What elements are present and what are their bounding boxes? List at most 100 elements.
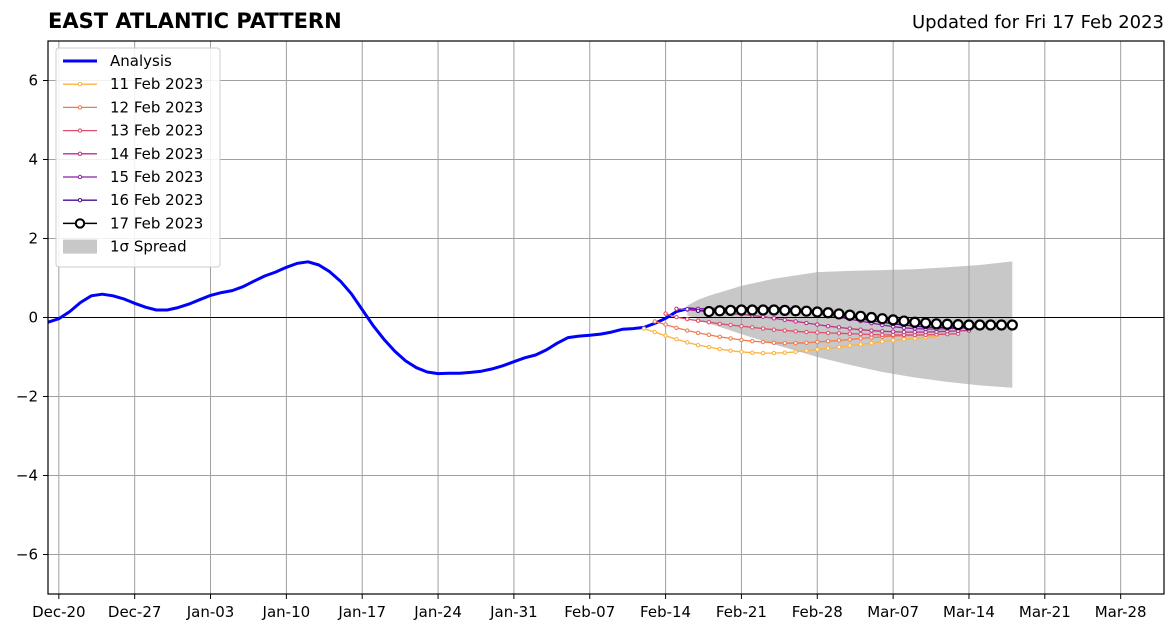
forecast-point bbox=[847, 343, 852, 348]
forecast-point bbox=[652, 329, 657, 335]
x-tick-label: Jan-24 bbox=[413, 603, 462, 621]
legend-label: 12 Feb 2023 bbox=[110, 98, 203, 116]
forecast-line bbox=[676, 308, 970, 333]
forecast-point bbox=[793, 349, 798, 355]
forecast-point bbox=[714, 305, 726, 317]
x-tick-label: Mar-28 bbox=[1095, 603, 1147, 621]
forecast-point bbox=[890, 338, 896, 343]
legend-label: 13 Feb 2023 bbox=[110, 122, 203, 140]
forecast-point bbox=[750, 325, 755, 330]
legend-item: 16 Feb 2023 bbox=[63, 191, 203, 209]
forecast-point bbox=[858, 327, 863, 332]
x-tick-label: Jan-03 bbox=[186, 603, 235, 621]
forecast-point bbox=[739, 337, 744, 343]
x-tick-label: Dec-20 bbox=[32, 603, 86, 621]
forecast-point bbox=[728, 322, 733, 328]
y-tick-label: −4 bbox=[16, 467, 38, 485]
forecast-series bbox=[641, 326, 939, 356]
forecast-point bbox=[782, 340, 787, 346]
x-tick-label: Mar-21 bbox=[1019, 603, 1071, 621]
forecast-point bbox=[974, 319, 986, 331]
x-tick-label: Feb-21 bbox=[716, 603, 767, 621]
legend-marker bbox=[77, 82, 83, 87]
forecast-point bbox=[663, 311, 668, 316]
forecast-point bbox=[995, 319, 1008, 331]
forecast-point bbox=[728, 348, 733, 353]
forecast-point bbox=[782, 317, 787, 323]
forecast-point bbox=[815, 347, 820, 352]
forecast-point bbox=[746, 304, 758, 316]
forecast-point bbox=[909, 316, 921, 328]
legend: Analysis 11 Feb 2023 12 Feb 2023 13 Feb 202… bbox=[55, 47, 221, 268]
forecast-point bbox=[901, 329, 907, 335]
forecast-point bbox=[674, 306, 679, 312]
forecast-point bbox=[865, 311, 878, 324]
forecast-point bbox=[695, 330, 701, 336]
forecast-point bbox=[685, 328, 690, 333]
legend-marker bbox=[77, 151, 83, 157]
y-tick-label: 6 bbox=[28, 72, 38, 90]
forecast-point bbox=[685, 307, 690, 312]
x-tick-label: Mar-14 bbox=[943, 603, 995, 621]
forecast-point bbox=[652, 319, 657, 324]
forecast-point bbox=[782, 328, 787, 333]
forecast-point bbox=[825, 330, 831, 336]
chart-title: EAST ATLANTIC PATTERN bbox=[48, 9, 342, 33]
x-tick-label: Jan-31 bbox=[489, 603, 538, 621]
legend-swatch bbox=[63, 239, 97, 254]
legend-label: 15 Feb 2023 bbox=[110, 168, 203, 186]
forecast-point bbox=[825, 323, 831, 329]
forecast-point bbox=[757, 304, 769, 316]
x-tick-label: Jan-10 bbox=[262, 603, 311, 621]
analysis-line bbox=[48, 260, 699, 376]
updated-date: Updated for Fri 17 Feb 2023 bbox=[912, 12, 1164, 33]
forecast-point bbox=[793, 319, 798, 324]
forecast-point bbox=[663, 322, 668, 327]
spread-band bbox=[687, 261, 1013, 388]
forecast-point bbox=[735, 304, 748, 316]
forecast-point bbox=[858, 331, 863, 337]
forecast-point bbox=[985, 319, 997, 331]
y-tick-label: −2 bbox=[16, 388, 38, 406]
forecast-point bbox=[858, 342, 863, 347]
forecast-point bbox=[703, 305, 715, 318]
forecast-point bbox=[833, 308, 845, 320]
forecast-point bbox=[674, 325, 679, 330]
legend-label: 14 Feb 2023 bbox=[110, 145, 203, 163]
y-tick-label: 4 bbox=[28, 151, 38, 169]
forecast-point bbox=[717, 346, 722, 352]
forecast-point bbox=[847, 326, 852, 331]
forecast-point bbox=[898, 315, 910, 327]
forecast-point bbox=[750, 339, 755, 344]
forecast-point bbox=[760, 326, 766, 331]
forecast-point bbox=[641, 326, 647, 331]
forecast-point bbox=[869, 332, 874, 337]
x-tick-label: Mar-07 bbox=[867, 603, 919, 621]
forecast-point bbox=[717, 334, 722, 340]
forecast-point bbox=[876, 313, 888, 325]
forecast-point bbox=[674, 337, 679, 342]
forecast-point bbox=[800, 305, 813, 317]
forecast-point bbox=[695, 342, 701, 348]
forecast-point bbox=[912, 329, 917, 335]
forecast-point bbox=[739, 349, 744, 355]
x-tick-label: Feb-28 bbox=[792, 603, 843, 621]
forecast-point bbox=[750, 350, 755, 355]
forecast-point bbox=[963, 319, 975, 331]
forecast-point bbox=[779, 304, 791, 316]
legend-marker bbox=[74, 218, 86, 229]
legend-item: 17 Feb 2023 bbox=[63, 214, 203, 232]
forecast-point bbox=[804, 329, 809, 335]
forecast-point bbox=[663, 333, 668, 338]
forecast-point bbox=[952, 319, 964, 331]
legend-label: 17 Feb 2023 bbox=[110, 214, 203, 232]
y-tick-label: −6 bbox=[16, 546, 38, 564]
forecast-point bbox=[804, 320, 809, 326]
forecast-point bbox=[847, 331, 852, 336]
x-tick-label: Feb-14 bbox=[640, 603, 691, 621]
legend-item: 13 Feb 2023 bbox=[63, 122, 203, 140]
forecast-point bbox=[793, 340, 798, 346]
forecast-point bbox=[739, 323, 744, 329]
forecast-point bbox=[685, 340, 690, 345]
